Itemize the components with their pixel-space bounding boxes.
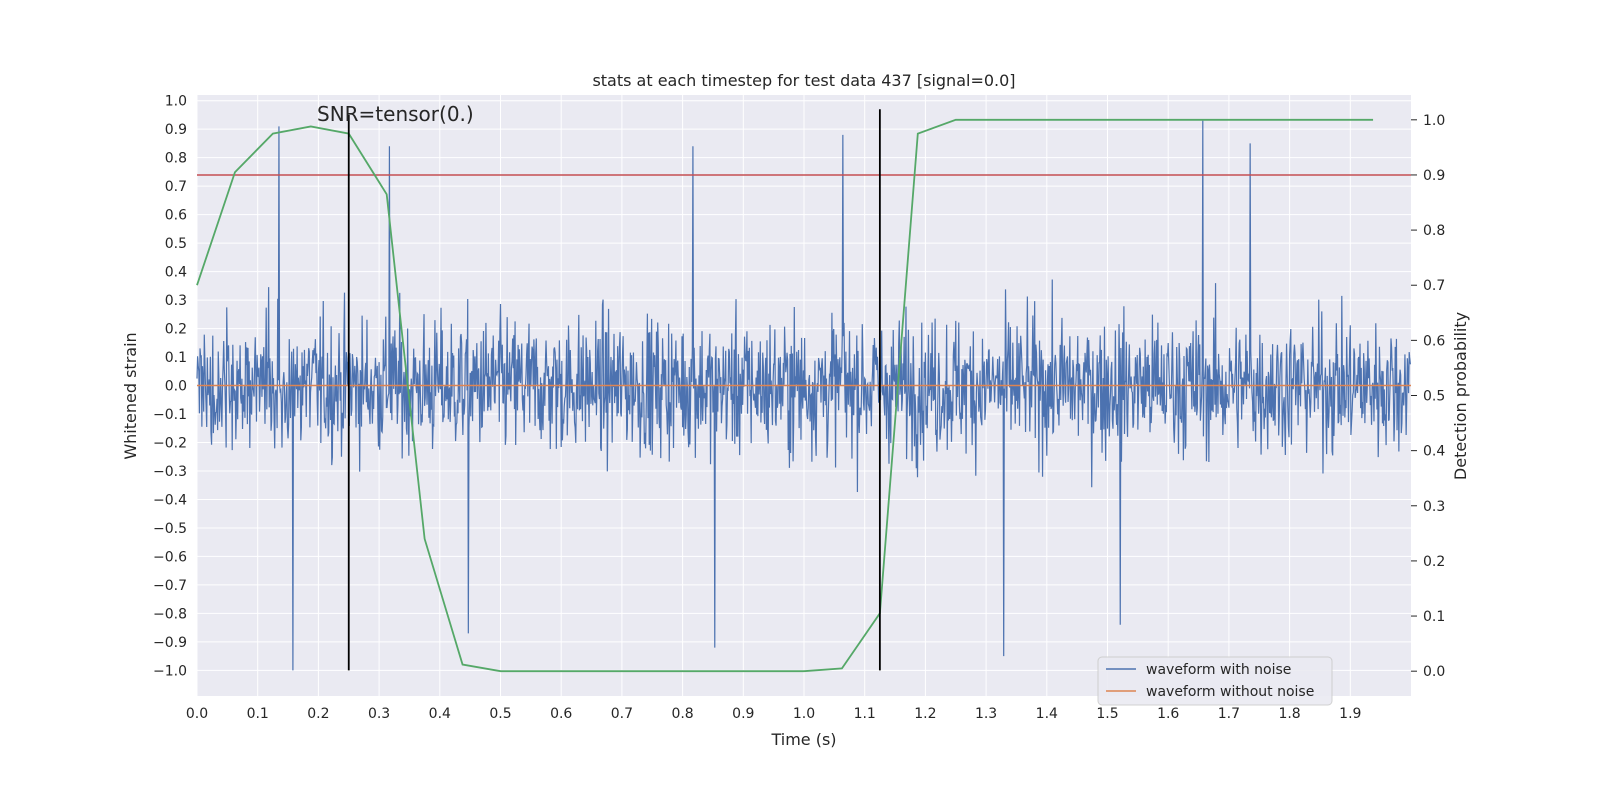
- x-tick-label: 0.5: [489, 706, 511, 722]
- x-tick-label: 1.1: [854, 706, 876, 722]
- x-tick-label: 1.3: [975, 706, 997, 722]
- y-tick-label: −0.4: [153, 492, 187, 508]
- x-tick-label: 0.7: [611, 706, 633, 722]
- y2-tick-label: 1.0: [1423, 113, 1445, 129]
- y-tick-label: 0.9: [165, 122, 187, 138]
- y-tick-label: 0.3: [165, 293, 187, 309]
- y-tick-label: −0.7: [153, 578, 187, 594]
- legend-label-noise: waveform with noise: [1146, 662, 1291, 678]
- y-tick-label: 0.5: [165, 236, 187, 252]
- x-tick-label: 0.4: [429, 706, 451, 722]
- y-tick-label: −0.2: [153, 435, 187, 451]
- x-tick-label: 1.6: [1157, 706, 1179, 722]
- y2-tick-label: 0.5: [1423, 389, 1445, 405]
- y-tick-label: 0.4: [165, 265, 187, 281]
- series-waveform-with-noise: [196, 120, 1411, 671]
- y-tick-label: 0.7: [165, 179, 187, 195]
- plot-area: [196, 109, 1411, 673]
- x-tick-label: 0.6: [550, 706, 572, 722]
- chart-title: stats at each timestep for test data 437…: [592, 71, 1015, 90]
- y-axis-label: Whitened strain: [121, 332, 140, 459]
- y2-tick-label: 0.1: [1423, 609, 1445, 625]
- y2-tick-label: 0.8: [1423, 223, 1445, 239]
- axes: 0.0 0.1 0.2 0.3 0.4 0.5 0.6 0.7 0.8 0.9 1.0 1.1 1.2 1…: [153, 94, 1445, 722]
- snr-annotation: SNR=tensor(0.): [317, 102, 474, 126]
- y-tick-label: −0.3: [153, 464, 187, 480]
- y2-tick-label: 0.4: [1423, 444, 1445, 460]
- y-tick-label: −1.0: [153, 663, 187, 679]
- x-tick-label: 0.3: [368, 706, 390, 722]
- y2-tick-label: 0.9: [1423, 168, 1445, 184]
- y-tick-label: 0.8: [165, 151, 187, 167]
- x-axis-label: Time (s): [770, 730, 836, 749]
- x-tick-label: 1.2: [914, 706, 936, 722]
- y-tick-label: −0.8: [153, 606, 187, 622]
- x-tick-label: 0.9: [732, 706, 754, 722]
- series-detection-probability: [196, 118, 1374, 673]
- y-tick-label: 0.0: [165, 379, 187, 395]
- x-tick-label: 1.4: [1036, 706, 1058, 722]
- legend-label-clean: waveform without noise: [1146, 684, 1314, 700]
- y2-tick-label: 0.2: [1423, 554, 1445, 570]
- legend: waveform with noise waveform without noi…: [1097, 656, 1333, 706]
- x-tick-label: 0.1: [247, 706, 269, 722]
- x-tick-label: 1.5: [1096, 706, 1118, 722]
- x-tick-label: 1.0: [793, 706, 815, 722]
- y-tick-label: 0.2: [165, 322, 187, 338]
- y-tick-label: 0.6: [165, 208, 187, 224]
- y2-tick-label: 0.7: [1423, 278, 1445, 294]
- y2-tick-label: 0.6: [1423, 333, 1445, 349]
- legend-box: [1097, 656, 1333, 706]
- y-tick-label: −0.5: [153, 521, 187, 537]
- y2-tick-label: 0.3: [1423, 499, 1445, 515]
- y2-tick-label: 0.0: [1423, 664, 1445, 680]
- y-tick-label: −0.6: [153, 549, 187, 565]
- y-tick-label: −0.1: [153, 407, 187, 423]
- y2-axis-label: Detection probability: [1451, 312, 1470, 480]
- x-tick-label: 0.0: [186, 706, 208, 722]
- y-tick-label: 1.0: [165, 94, 187, 110]
- x-tick-label: 0.8: [671, 706, 693, 722]
- x-tick-label: 0.2: [307, 706, 329, 722]
- y-tick-label: −0.9: [153, 635, 187, 651]
- y-tick-label: 0.1: [165, 350, 187, 366]
- x-tick-label: 1.9: [1339, 706, 1361, 722]
- x-tick-label: 1.8: [1278, 706, 1300, 722]
- x-tick-label: 1.7: [1218, 706, 1240, 722]
